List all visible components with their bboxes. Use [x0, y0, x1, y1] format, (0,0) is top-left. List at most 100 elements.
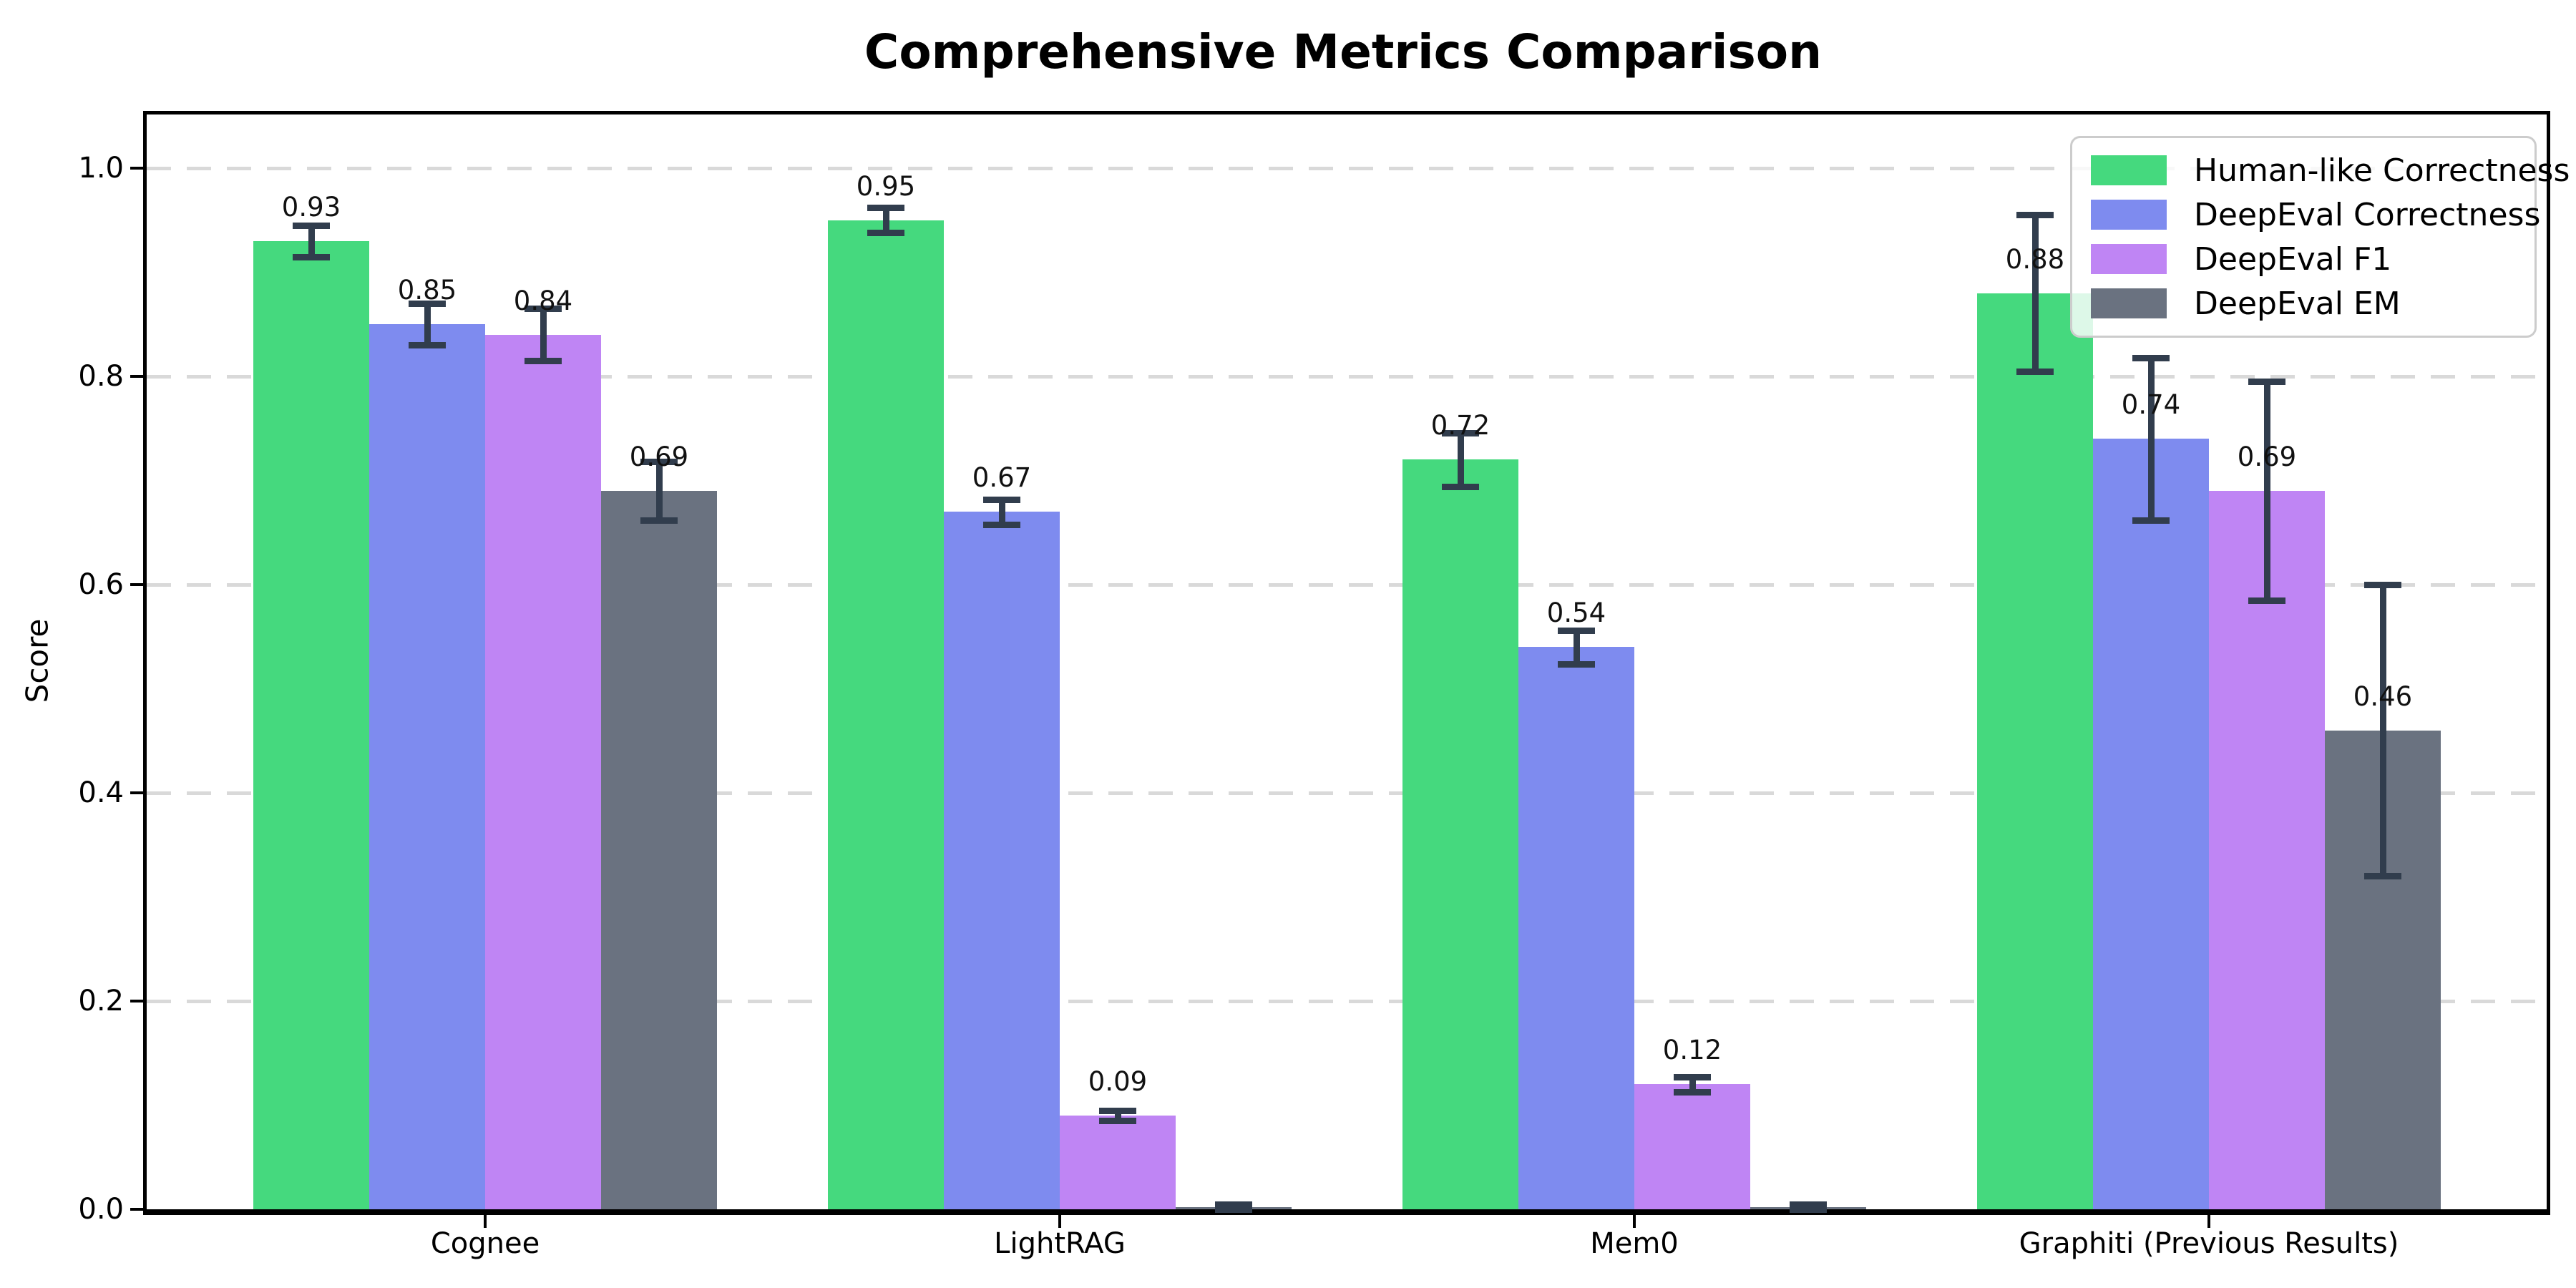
error-bar: [540, 308, 547, 361]
legend-swatch: [2091, 200, 2167, 230]
error-bar: [2380, 585, 2386, 877]
gridline: [147, 167, 2547, 170]
error-bar-cap: [2132, 517, 2170, 524]
x-tick-mark: [2207, 1215, 2210, 1228]
x-tick-mark: [1633, 1215, 1636, 1228]
bar: [2093, 439, 2209, 1209]
legend-swatch: [2091, 288, 2167, 318]
error-bar-cap: [525, 358, 562, 365]
error-bar-cap: [1558, 660, 1595, 668]
legend-item: Human-like Correctness: [2091, 152, 2570, 189]
bar-value-label: 0.67: [972, 462, 1032, 494]
y-tick-mark: [130, 1208, 143, 1211]
gridline: [147, 375, 2547, 379]
bar-value-label: 0.72: [1430, 410, 1491, 441]
bar: [485, 334, 601, 1209]
error-bar-cap: [1558, 628, 1595, 635]
gridline: [147, 583, 2547, 587]
error-bar-cap: [409, 301, 446, 308]
x-tick-label: Cognee: [430, 1227, 540, 1260]
error-bar-cap: [1442, 484, 1479, 491]
error-bar-cap: [525, 306, 562, 313]
error-bar: [1574, 630, 1580, 664]
y-axis-label: Score: [19, 618, 55, 703]
plot-area: 0.0 0.2 0.4 0.6 0.8 1.0 0.93 0.95 0.72 0.88 0.85 0.…: [78, 111, 2570, 1260]
legend-label: DeepEval Correctness: [2194, 196, 2541, 233]
x-tick-label: Graphiti (Previous Results): [2019, 1227, 2399, 1260]
bar-value-label: 0.85: [397, 275, 457, 306]
bar: [1402, 459, 1518, 1209]
error-bar-cap: [983, 496, 1020, 503]
y-tick-label: 0.6: [78, 568, 124, 601]
error-bar-cap: [2364, 582, 2401, 588]
gridline: [147, 1000, 2547, 1003]
y-tick-label: 0.4: [78, 776, 124, 809]
bar-value-label: 0.46: [2353, 680, 2413, 712]
legend-item: DeepEval EM: [2091, 286, 2516, 322]
error-bar-cap: [409, 342, 446, 349]
legend-label: Human-like Correctness: [2194, 152, 2570, 189]
bar: [944, 512, 1060, 1209]
error-bar: [424, 303, 431, 346]
x-tick-label: Mem0: [1590, 1227, 1679, 1260]
y-tick-label: 0.8: [78, 360, 124, 393]
y-tick-mark: [130, 583, 143, 586]
legend-item: DeepEval F1: [2091, 241, 2516, 278]
error-bar-cap: [2132, 354, 2170, 361]
error-bar: [1115, 1110, 1121, 1121]
error-bar-cap: [1674, 1088, 1711, 1096]
legend-swatch: [2091, 244, 2167, 274]
chart-title: Comprehensive Metrics Comparison: [864, 24, 1823, 79]
x-tick-mark: [1058, 1215, 1061, 1228]
legend: Human-like Correctness DeepEval Correctne…: [2070, 136, 2570, 338]
bar-value-label: 0.69: [2237, 441, 2297, 472]
bar-value-label: 0.69: [629, 441, 689, 472]
error-bar-cap: [1215, 1206, 1252, 1213]
error-bar: [2148, 357, 2155, 520]
bar: [1634, 1084, 1750, 1209]
error-bar: [1689, 1077, 1696, 1092]
bar: [601, 491, 717, 1209]
error-bar-cap: [1790, 1206, 1827, 1213]
error-bar-cap: [640, 459, 678, 466]
bar-value-label: 0.12: [1662, 1035, 1722, 1066]
y-tick-mark: [130, 375, 143, 378]
bar-value-label: 0.54: [1546, 597, 1606, 629]
y-tick-mark: [130, 1000, 143, 1002]
bar: [1977, 293, 2093, 1209]
error-bar: [883, 208, 889, 233]
error-bar: [2264, 381, 2270, 600]
y-tick-mark: [130, 791, 143, 794]
error-bar-cap: [2016, 212, 2054, 219]
error-bar: [1458, 432, 1464, 487]
x-tick-mark: [484, 1215, 487, 1228]
bar-value-label: 0.95: [856, 170, 916, 202]
error-bar-cap: [1442, 429, 1479, 436]
bar-value-label: 0.88: [2005, 243, 2065, 275]
bar: [369, 324, 485, 1209]
error-bar-cap: [293, 253, 330, 260]
error-bar-cap: [2364, 873, 2401, 880]
error-bar-cap: [1215, 1201, 1252, 1208]
legend-label: DeepEval EM: [2194, 285, 2401, 322]
bar: [2209, 491, 2325, 1209]
error-bar: [2032, 215, 2039, 371]
error-bar: [999, 499, 1005, 525]
error-bar: [308, 225, 315, 257]
bar: [1518, 647, 1634, 1209]
bar-value-label: 0.74: [2121, 389, 2181, 421]
y-tick-label: 0.2: [78, 985, 124, 1018]
bar: [1060, 1116, 1176, 1209]
error-bar-cap: [867, 205, 904, 212]
error-bar-cap: [983, 521, 1020, 528]
error-bar-cap: [2248, 597, 2285, 604]
bar-value-label: 0.84: [513, 285, 573, 316]
error-bar-cap: [1099, 1118, 1136, 1125]
error-bar-cap: [2248, 379, 2285, 386]
error-bar-cap: [640, 517, 678, 524]
error-bar-cap: [1099, 1107, 1136, 1114]
legend-swatch: [2091, 155, 2167, 185]
legend-item: DeepEval Correctness: [2091, 197, 2540, 233]
y-tick-label: 0.0: [78, 1193, 124, 1226]
error-bar: [656, 462, 663, 520]
